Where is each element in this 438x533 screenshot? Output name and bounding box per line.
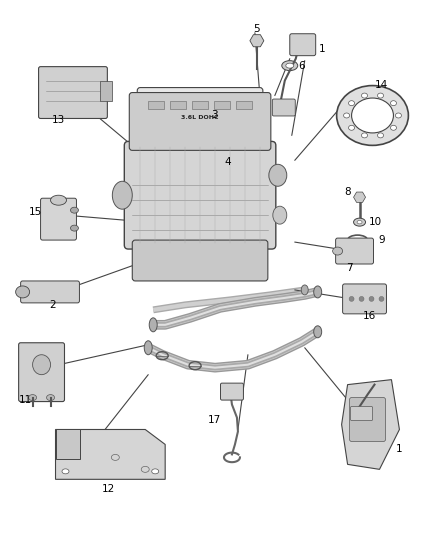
Text: 10: 10	[369, 217, 382, 227]
Polygon shape	[342, 379, 399, 470]
Ellipse shape	[152, 469, 159, 474]
Ellipse shape	[149, 318, 157, 332]
Ellipse shape	[349, 125, 354, 130]
Polygon shape	[353, 192, 366, 203]
Ellipse shape	[391, 101, 396, 106]
Ellipse shape	[273, 206, 287, 224]
FancyBboxPatch shape	[124, 141, 276, 249]
Ellipse shape	[144, 341, 152, 355]
Text: 2: 2	[49, 300, 56, 310]
FancyBboxPatch shape	[137, 87, 263, 148]
Text: 1: 1	[318, 44, 325, 54]
Ellipse shape	[71, 207, 78, 213]
Ellipse shape	[62, 469, 69, 474]
Ellipse shape	[314, 286, 321, 298]
Ellipse shape	[349, 296, 354, 301]
Text: 13: 13	[52, 116, 65, 125]
Ellipse shape	[50, 195, 67, 205]
Ellipse shape	[46, 394, 54, 401]
Ellipse shape	[353, 218, 366, 226]
Polygon shape	[250, 35, 264, 47]
Bar	[56, 430, 81, 459]
Ellipse shape	[369, 296, 374, 301]
FancyBboxPatch shape	[21, 281, 79, 303]
Ellipse shape	[269, 164, 287, 186]
Ellipse shape	[378, 133, 384, 138]
Text: 1: 1	[396, 445, 403, 455]
Ellipse shape	[337, 86, 408, 146]
Text: 8: 8	[344, 187, 351, 197]
Text: 4: 4	[225, 157, 231, 167]
Text: 16: 16	[363, 311, 376, 321]
Text: 3.6L DOHC: 3.6L DOHC	[181, 115, 219, 120]
Ellipse shape	[391, 125, 396, 130]
Text: 7: 7	[346, 263, 353, 273]
Ellipse shape	[359, 296, 364, 301]
Ellipse shape	[343, 113, 350, 118]
Ellipse shape	[357, 221, 362, 224]
FancyBboxPatch shape	[290, 34, 316, 55]
Polygon shape	[56, 430, 165, 479]
Bar	[148, 101, 164, 109]
Ellipse shape	[112, 181, 132, 209]
FancyBboxPatch shape	[39, 67, 107, 118]
Ellipse shape	[352, 98, 393, 133]
Ellipse shape	[286, 63, 294, 68]
FancyBboxPatch shape	[272, 99, 295, 116]
Bar	[100, 80, 112, 101]
FancyBboxPatch shape	[220, 383, 244, 400]
Text: 11: 11	[19, 394, 32, 405]
FancyBboxPatch shape	[19, 343, 64, 401]
Bar	[192, 101, 208, 109]
FancyBboxPatch shape	[129, 93, 271, 150]
Ellipse shape	[361, 133, 367, 138]
Ellipse shape	[301, 285, 308, 295]
Text: 9: 9	[378, 235, 385, 245]
Ellipse shape	[361, 93, 367, 98]
Bar	[236, 101, 252, 109]
Ellipse shape	[314, 326, 321, 338]
Text: 12: 12	[102, 484, 115, 494]
FancyBboxPatch shape	[350, 407, 372, 421]
FancyBboxPatch shape	[132, 240, 268, 281]
Ellipse shape	[349, 101, 354, 106]
Ellipse shape	[282, 61, 298, 71]
Ellipse shape	[378, 93, 384, 98]
Ellipse shape	[71, 225, 78, 231]
Polygon shape	[220, 109, 262, 139]
Ellipse shape	[32, 355, 50, 375]
Bar	[170, 101, 186, 109]
FancyBboxPatch shape	[350, 398, 385, 441]
FancyBboxPatch shape	[343, 284, 386, 314]
Text: 17: 17	[207, 415, 221, 424]
Ellipse shape	[231, 111, 251, 125]
Text: 5: 5	[254, 24, 260, 34]
Text: 3: 3	[211, 110, 217, 120]
Text: 14: 14	[375, 79, 388, 90]
Text: 15: 15	[29, 207, 42, 217]
Ellipse shape	[16, 286, 30, 298]
Ellipse shape	[332, 247, 343, 255]
Text: 6: 6	[298, 61, 305, 71]
FancyBboxPatch shape	[336, 238, 374, 264]
FancyBboxPatch shape	[41, 198, 77, 240]
Ellipse shape	[396, 113, 401, 118]
Ellipse shape	[379, 296, 384, 301]
Bar	[214, 101, 230, 109]
Ellipse shape	[28, 394, 37, 401]
